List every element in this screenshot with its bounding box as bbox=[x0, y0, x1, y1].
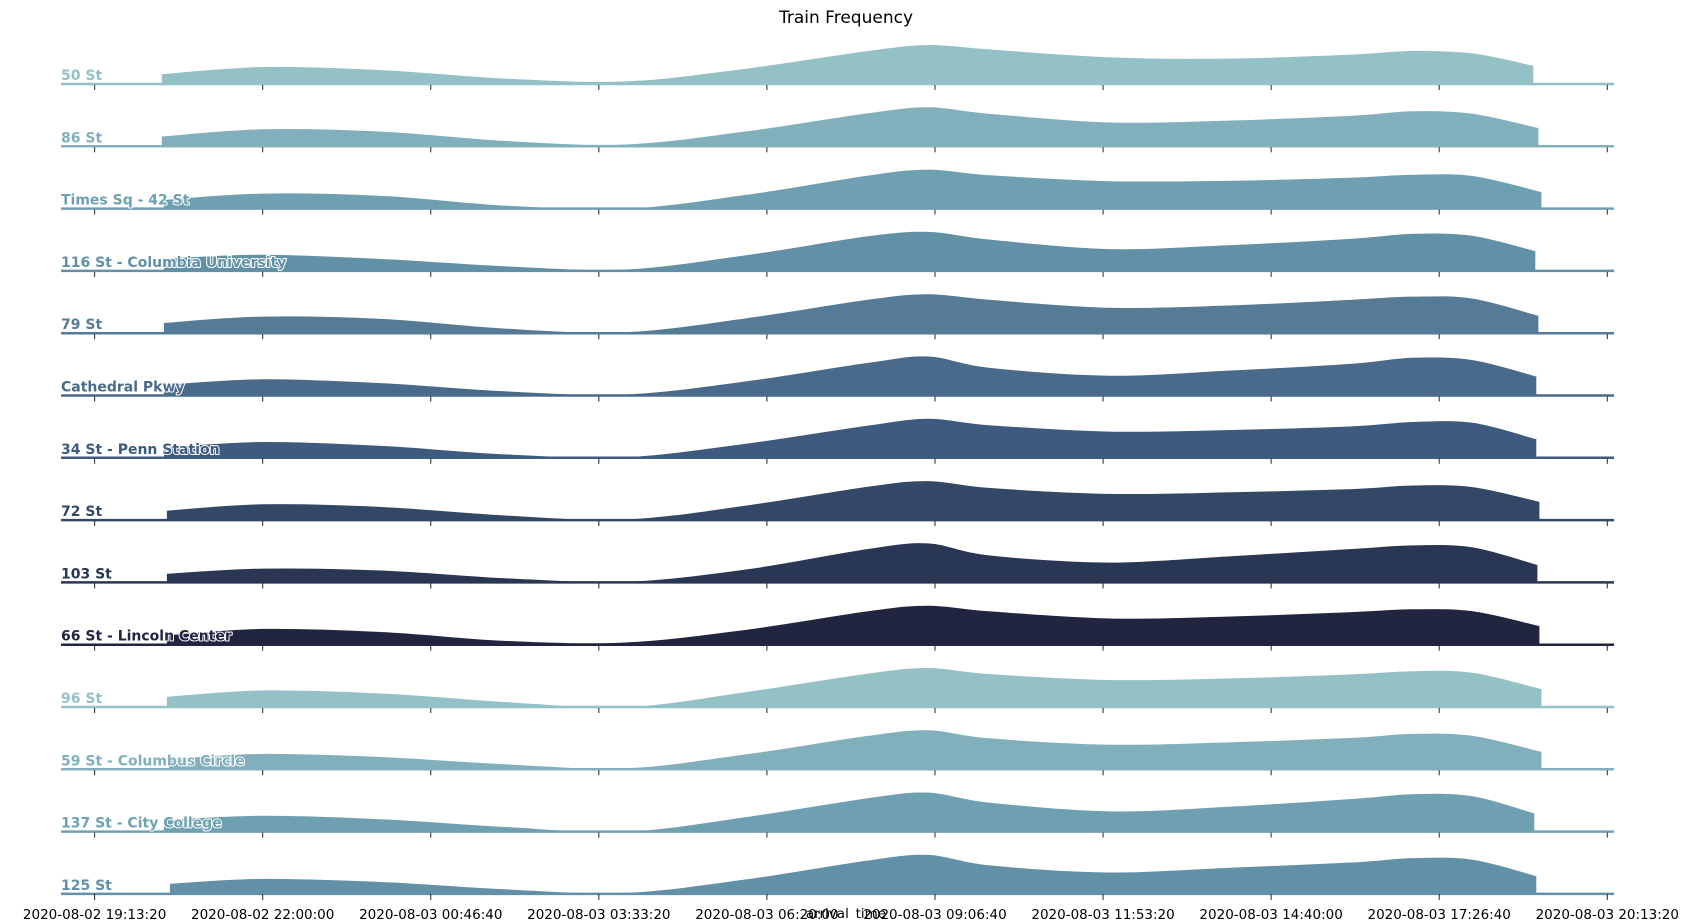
x-tick-label: 2020-08-02 22:00:00 bbox=[191, 907, 334, 920]
ridge-row-79-st bbox=[61, 292, 1614, 335]
density-area bbox=[166, 604, 1540, 645]
density-area bbox=[163, 293, 1539, 334]
x-tick-label: 2020-08-03 06:20:00 bbox=[695, 907, 838, 920]
density-area bbox=[163, 355, 1537, 396]
ridge-row-59-st-columbus-circle bbox=[61, 728, 1614, 771]
density-outline bbox=[163, 416, 1537, 458]
chart-title: Train Frequency bbox=[778, 8, 913, 28]
series-label-137-st-city-college: 137 St - City College bbox=[61, 816, 222, 832]
x-tick-label: 2020-08-03 09:06:40 bbox=[863, 907, 1006, 920]
series-label-66-st-lincoln-center: 66 St - Lincoln Center bbox=[61, 629, 232, 645]
density-outline bbox=[163, 292, 1539, 333]
density-outline bbox=[166, 603, 1540, 644]
density-outline bbox=[168, 728, 1542, 769]
density-area bbox=[163, 168, 1542, 209]
series-label-cathedral-pkwy: Cathedral Pkwy bbox=[61, 380, 185, 396]
density-outline bbox=[163, 790, 1535, 833]
density-outline bbox=[161, 42, 1534, 82]
ridge-row-50-st bbox=[61, 42, 1614, 86]
x-axis: 2020-08-02 19:13:20 2020-08-02 22:00:00 20… bbox=[23, 67, 1679, 920]
density-area bbox=[161, 106, 1539, 147]
x-tick-label: 2020-08-03 17:26:40 bbox=[1368, 907, 1511, 920]
density-outline bbox=[166, 479, 1540, 520]
series-label-times-sq-42-st: Times Sq - 42 St bbox=[61, 193, 190, 209]
ridge-row-86-st bbox=[61, 105, 1614, 148]
density-area bbox=[168, 729, 1542, 770]
density-area bbox=[166, 480, 1540, 521]
density-outline bbox=[163, 229, 1536, 271]
density-area bbox=[163, 417, 1537, 458]
density-area bbox=[163, 791, 1535, 832]
density-outline bbox=[166, 665, 1542, 708]
series-label-34-st-penn-station: 34 St - Penn Station bbox=[61, 442, 220, 458]
density-area bbox=[161, 43, 1534, 84]
series-label-86-st: 86 St bbox=[61, 130, 102, 146]
density-area bbox=[166, 542, 1538, 583]
density-outline bbox=[163, 354, 1537, 395]
density-outline bbox=[169, 852, 1537, 894]
ridge-rows bbox=[61, 42, 1614, 896]
series-label-96-st: 96 St bbox=[61, 691, 102, 707]
density-area bbox=[163, 230, 1536, 271]
x-tick-label: 2020-08-03 11:53:20 bbox=[1031, 907, 1174, 920]
x-tick-label: 2020-08-03 14:40:00 bbox=[1199, 907, 1342, 920]
density-area bbox=[166, 666, 1542, 707]
ridge-row-125-st bbox=[61, 852, 1614, 896]
series-label-125-st: 125 St bbox=[61, 878, 112, 894]
series-label-79-st: 79 St bbox=[61, 317, 102, 333]
ridge-row-72-st bbox=[61, 479, 1614, 522]
ridge-row-137-st-city-college bbox=[61, 790, 1614, 833]
ridge-row-96-st bbox=[61, 665, 1614, 709]
density-outline bbox=[161, 105, 1539, 145]
ridge-row-103-st bbox=[61, 541, 1614, 584]
ridge-row-66-st-lincoln-center bbox=[61, 603, 1614, 646]
series-label-103-st: 103 St bbox=[61, 566, 112, 582]
density-outline bbox=[163, 167, 1542, 210]
x-tick-label: 2020-08-03 20:13:20 bbox=[1536, 907, 1679, 920]
x-tick-label: 2020-08-02 19:13:20 bbox=[23, 907, 166, 920]
ridge-row-times-sq-42-st bbox=[61, 167, 1614, 210]
x-tick-label: 2020-08-03 00:46:40 bbox=[359, 907, 502, 920]
density-outline bbox=[166, 541, 1538, 583]
x-tick-label: 2020-08-03 03:33:20 bbox=[527, 907, 670, 920]
ridge-row-cathedral-pkwy bbox=[61, 354, 1614, 397]
series-label-116-st-columbia-university: 116 St - Columbia University bbox=[61, 255, 286, 271]
ridge-row-34-st-penn-station bbox=[61, 416, 1614, 460]
series-label-50-st: 50 St bbox=[61, 68, 102, 84]
series-label-72-st: 72 St bbox=[61, 504, 102, 520]
density-area bbox=[169, 853, 1537, 894]
series-label-59-st-columbus-circle: 59 St - Columbus Circle bbox=[61, 753, 245, 769]
ridge-row-116-st-columbia-university bbox=[61, 229, 1614, 273]
x-axis-label: arrival_time bbox=[806, 906, 886, 920]
